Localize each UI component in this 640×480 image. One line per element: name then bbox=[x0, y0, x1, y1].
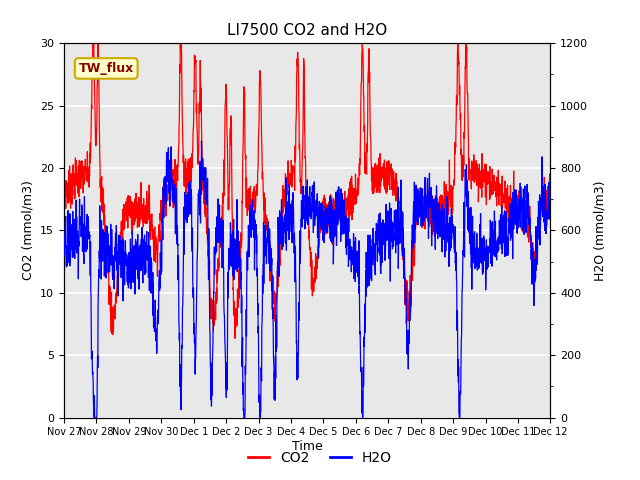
Text: TW_flux: TW_flux bbox=[79, 62, 134, 75]
X-axis label: Time: Time bbox=[292, 440, 323, 453]
Legend: CO2, H2O: CO2, H2O bbox=[243, 445, 397, 471]
Title: LI7500 CO2 and H2O: LI7500 CO2 and H2O bbox=[227, 23, 387, 38]
Y-axis label: H2O (mmol/m3): H2O (mmol/m3) bbox=[594, 180, 607, 281]
Y-axis label: CO2 (mmol/m3): CO2 (mmol/m3) bbox=[22, 180, 35, 280]
